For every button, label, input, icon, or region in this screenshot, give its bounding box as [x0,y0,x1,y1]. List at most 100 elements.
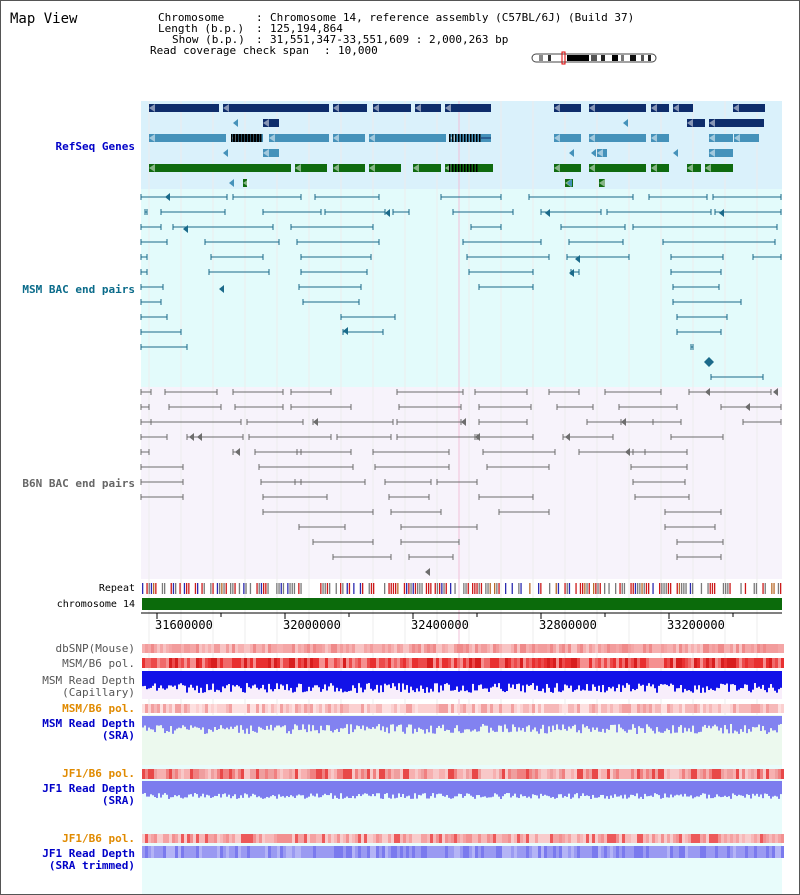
msm-depth-sra-label-2[interactable]: (SRA) [101,729,135,742]
jf1-depth-sra-bar [682,781,684,797]
msm-depth-cap-bar [238,671,240,687]
jf1-b6-pol2-heat-cell [748,834,751,843]
msm-depth-sra-bar [242,716,244,730]
msm-depth-cap-bar [298,671,300,684]
jf1-depth-trim-cell [376,846,379,858]
jf1-b6-pol-heat-cell [421,769,424,779]
msm-b6-pol2-heat-cell [496,704,499,713]
msm-b6-pol2-heat-cell [640,704,643,713]
exon-tick [461,134,463,142]
dbsnp-heat-cell [256,644,259,653]
gene-exon [269,134,329,142]
msm-b6-pol-heat-cell [646,658,649,668]
jf1-depth-sra-label-2[interactable]: (SRA) [101,794,135,807]
msm-depth-cap-bar [646,671,648,686]
msm-depth-sra-bar [766,716,768,734]
msm-depth-sra-bar [144,716,146,726]
msm-b6-pol-label-2[interactable]: MSM/B6 pol. [62,702,135,715]
jf1-b6-pol2-heat-cell [370,834,373,843]
msm-b6-pol2-heat-cell [631,704,634,713]
msm-b6-pol-heat-cell [382,658,385,668]
dbsnp-heat-cell [742,644,745,653]
msm-depth-cap-bar [154,671,156,684]
chromosome-track-label[interactable]: chromosome 14 [56,599,135,610]
msm-depth-sra-bar [504,716,506,725]
jf1-depth-sra-bar [590,781,592,799]
gene-exon [709,134,733,142]
msm-b6-pol-heat-cell [361,658,364,668]
jf1-depth-sra-label-1[interactable]: JF1 Read Depth [42,782,135,795]
jf1-depth-trim-cell [580,846,583,858]
msm-b6-pol2-heat-cell [232,704,235,713]
jf1-b6-pol-label-2[interactable]: JF1/B6 pol. [62,832,135,845]
msm-depth-cap-bar [362,671,364,693]
jf1-b6-pol-heat-cell [520,769,523,779]
jf1-b6-pol-heat-cell [370,769,373,779]
jf1-depth-trim-cell [289,846,292,858]
msm-b6-pol-heat-cell [388,658,391,668]
repeat-element [568,583,571,594]
jf1-depth-sra-bar [284,781,286,798]
repeat-element [230,583,232,594]
repeat-track-label[interactable]: Repeat [98,583,135,594]
strand-arrow [651,164,657,172]
repeat-element [346,583,348,594]
jf1-depth-trim-label-1[interactable]: JF1 Read Depth [42,847,135,860]
jf1-depth-trim-cell [271,846,274,858]
jf1-b6-pol2-heat-cell [526,834,529,843]
msm-depth-cap-bar [760,671,762,689]
msm-b6-pol-heat-cell [289,658,292,668]
jf1-b6-pol-heat-cell [259,769,262,779]
msm-bac-track-label[interactable]: MSM BAC end pairs [22,283,135,296]
jf1-b6-pol2-heat-cell [412,834,415,843]
dbsnp-heat-cell [574,644,577,653]
msm-b6-pol2-heat-cell [154,704,157,713]
jf1-b6-pol2-heat-cell [586,834,589,843]
dbsnp-track-label[interactable]: dbSNP(Mouse) [55,642,135,655]
msm-depth-sra-bar [510,716,512,732]
msm-depth-capillary-label-1[interactable]: MSM Read Depth [42,674,135,687]
msm-depth-sra-label-1[interactable]: MSM Read Depth [42,717,135,730]
msm-depth-cap-bar [232,671,234,686]
dbsnp-heat-cell [511,644,514,653]
jf1-b6-pol2-heat-cell [298,834,301,843]
refseq-track-label[interactable]: RefSeq Genes [55,140,135,153]
jf1-b6-pol2-heat-cell [373,834,376,843]
msm-depth-sra-bar [210,716,212,730]
gene-exon [589,164,646,172]
jf1-depth-trim-label-2[interactable]: (SRA trimmed) [48,859,135,872]
jf1-depth-trim-cell [661,846,664,858]
dbsnp-heat-cell [475,644,478,653]
b6n-bac-track-label[interactable]: B6N BAC end pairs [22,477,135,490]
jf1-b6-pol2-heat-cell [751,834,754,843]
msm-depth-capillary-label-2[interactable]: (Capillary) [62,686,135,699]
jf1-b6-pol-heat-cell [703,769,706,779]
msm-b6-pol2-heat-cell [337,704,340,713]
msm-pair-arrow [575,255,580,263]
jf1-depth-trim-cell [295,846,298,858]
repeat-element [408,583,410,594]
dbsnp-heat-cell [658,644,661,653]
jf1-b6-pol-heat-cell [268,769,271,779]
jf1-depth-sra-bar [456,781,458,797]
b6n-pair-arrow [235,448,240,456]
jf1-depth-sra-bar [768,781,770,796]
jf1-depth-sra-bar [432,781,434,794]
jf1-b6-pol2-heat-cell [274,834,277,843]
jf1-b6-pol-heat-cell [580,769,583,779]
msm-b6-pol-heat-cell [340,658,343,668]
jf1-b6-pol2-heat-cell [457,834,460,843]
jf1-depth-trim-cell [145,846,148,858]
repeat-element [276,583,278,594]
msm-depth-cap-bar [320,671,322,692]
msm-b6-pol-heat-cell [709,658,712,668]
repeat-element [186,583,188,594]
jf1-b6-pol2-heat-cell [742,834,745,843]
jf1-b6-pol-label[interactable]: JF1/B6 pol. [62,767,135,780]
msm-depth-sra-bar [322,716,324,731]
jf1-b6-pol-heat-cell [445,769,448,779]
msm-b6-pol-label[interactable]: MSM/B6 pol. [62,657,135,670]
msm-depth-cap-bar [226,671,228,686]
jf1-depth-sra-bar [662,781,664,798]
